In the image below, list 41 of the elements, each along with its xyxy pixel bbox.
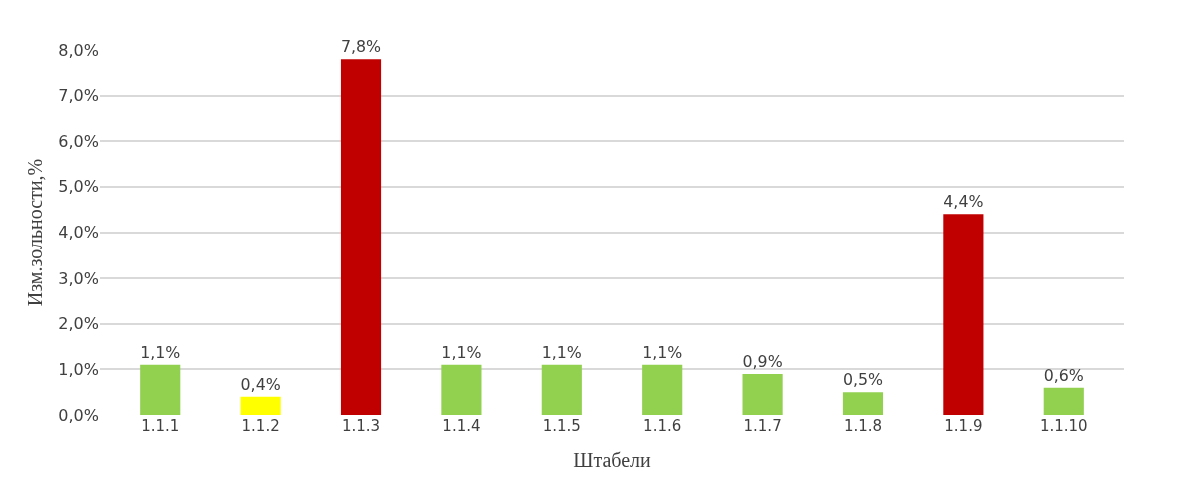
- y-tick-label: 4,0%: [58, 223, 99, 243]
- x-tick-label: 1.1.1: [141, 417, 180, 435]
- bar: [842, 392, 884, 415]
- y-tick-label: 7,0%: [58, 86, 99, 106]
- data-label: 1,1%: [140, 342, 181, 362]
- data-label: 0,6%: [1043, 365, 1084, 385]
- data-label: 1,1%: [642, 342, 683, 362]
- bar: [943, 214, 984, 415]
- x-tick-label: 1.1.4: [442, 417, 481, 435]
- data-label: 1,1%: [541, 342, 582, 362]
- data-label: 1,1%: [441, 342, 482, 362]
- y-tick-label: 2,0%: [58, 314, 99, 334]
- data-label: 0,4%: [240, 374, 281, 394]
- bar: [441, 364, 482, 415]
- x-tick-label: 1.1.2: [241, 417, 280, 435]
- data-label: 4,4%: [943, 192, 984, 212]
- y-tick-label: 0,0%: [58, 405, 99, 425]
- x-tick-label: 1.1.10: [1039, 417, 1088, 435]
- y-tick-label: 5,0%: [58, 177, 99, 197]
- x-axis-title: Штабели: [573, 448, 652, 471]
- bar: [240, 396, 281, 415]
- bar: [642, 364, 683, 415]
- data-label: 0,9%: [742, 351, 783, 371]
- data-label: 0,5%: [842, 370, 884, 390]
- y-axis-title: Изм.зольности,%: [23, 158, 46, 307]
- x-tick-label: 1.1.7: [743, 417, 782, 435]
- data-label: 7,8%: [340, 37, 382, 57]
- y-tick-label: 3,0%: [58, 268, 99, 288]
- bar: [140, 364, 181, 415]
- x-tick-label: 1.1.3: [341, 417, 381, 435]
- x-tick-label: 1.1.5: [542, 417, 581, 435]
- bar: [742, 373, 783, 415]
- x-tick-label: 1.1.6: [643, 417, 682, 435]
- x-tick-label: 1.1.9: [944, 417, 983, 435]
- bar: [1043, 387, 1084, 415]
- y-tick-label: 1,0%: [58, 359, 99, 379]
- x-tick-label: 1.1.8: [843, 417, 883, 435]
- y-tick-label: 6,0%: [58, 131, 99, 151]
- bar: [541, 364, 582, 415]
- y-tick-label: 8,0%: [58, 40, 99, 60]
- bar: [340, 59, 382, 415]
